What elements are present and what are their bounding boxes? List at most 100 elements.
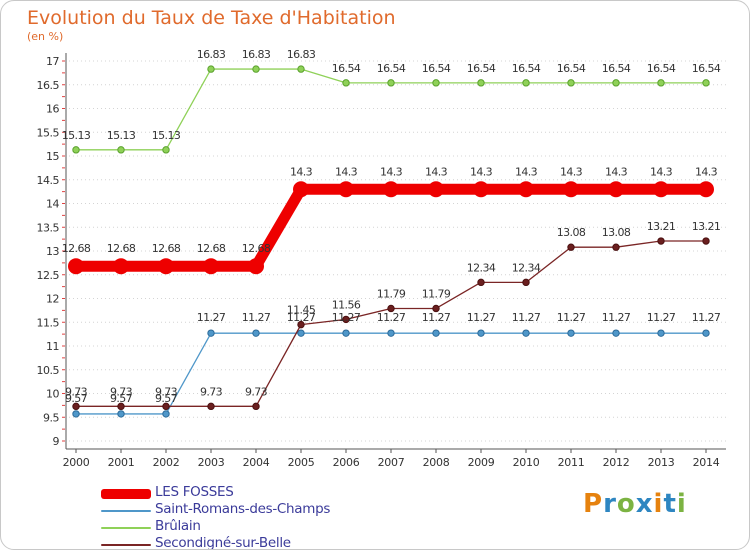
data-label: 11.45: [287, 304, 316, 317]
legend-item: Brûlain: [101, 518, 401, 536]
data-label: 16.54: [557, 62, 586, 75]
legend-label: Saint-Romans-des-Champs: [155, 501, 331, 517]
x-tick-label: 2009: [468, 456, 495, 469]
data-label: 16.83: [242, 48, 271, 61]
data-point: [387, 329, 395, 337]
data-label: 11.27: [467, 311, 496, 324]
y-tick-label: 9: [53, 435, 60, 448]
legend-swatch: [101, 544, 151, 546]
data-label: 16.83: [287, 48, 316, 61]
y-tick-label: 16.5: [37, 79, 60, 92]
data-point: [522, 329, 530, 337]
data-point: [567, 79, 575, 87]
data-label: 12.34: [512, 261, 541, 274]
data-label: 11.56: [332, 298, 361, 311]
data-label: 14.3: [515, 165, 538, 178]
data-point: [117, 402, 125, 411]
x-tick-label: 2007: [378, 456, 405, 469]
data-label: 14.3: [425, 165, 448, 178]
data-point: [72, 402, 80, 411]
data-point: [248, 258, 264, 275]
data-label: 13.08: [602, 226, 631, 239]
data-point: [522, 278, 530, 287]
data-point: [702, 237, 710, 245]
data-label: 11.27: [692, 311, 721, 324]
y-tick-label: 12.5: [37, 269, 60, 282]
x-tick-label: 2008: [423, 456, 450, 469]
data-point: [207, 329, 215, 337]
data-label: 14.3: [605, 165, 628, 178]
data-point: [702, 329, 710, 337]
chart-subtitle: (en %): [27, 30, 64, 43]
data-label: 16.54: [332, 62, 361, 75]
x-tick-label: 2012: [603, 456, 630, 469]
data-label: 14.3: [560, 165, 583, 178]
legend-item: Secondigné-sur-Belle: [101, 535, 401, 550]
data-label: 9.73: [65, 385, 88, 398]
legend-label: LES FOSSES: [155, 484, 234, 500]
data-point: [657, 237, 665, 245]
x-tick-label: 2010: [513, 456, 540, 469]
data-label: 11.27: [602, 311, 631, 324]
data-label: 14.3: [650, 165, 673, 178]
data-point: [612, 79, 620, 87]
y-tick-label: 10.5: [37, 364, 60, 377]
data-point: [563, 181, 579, 198]
data-label: 15.13: [107, 129, 136, 142]
legend-label: Secondigné-sur-Belle: [155, 535, 291, 550]
data-point: [432, 329, 440, 337]
data-label: 16.83: [197, 48, 226, 61]
data-label: 16.54: [692, 62, 721, 75]
data-label: 11.27: [422, 311, 451, 324]
data-point: [698, 181, 714, 198]
data-label: 16.54: [602, 62, 631, 75]
data-label: 14.3: [695, 165, 718, 178]
data-point: [117, 410, 125, 418]
y-tick-label: 9.5: [43, 411, 59, 424]
data-point: [207, 65, 215, 73]
data-point: [473, 181, 489, 198]
legend-item: LES FOSSES: [101, 484, 401, 502]
data-label: 11.27: [332, 311, 361, 324]
data-label: 16.54: [512, 62, 541, 75]
x-tick-label: 2005: [288, 456, 315, 469]
data-point: [162, 146, 170, 154]
y-tick-label: 15: [46, 150, 59, 163]
y-tick-label: 14.5: [37, 174, 60, 187]
data-label: 12.68: [152, 242, 181, 255]
data-label: 13.08: [557, 226, 586, 239]
y-tick-label: 12: [46, 293, 59, 306]
data-label: 12.68: [242, 242, 271, 255]
data-label: 9.73: [200, 385, 223, 398]
data-point: [297, 65, 305, 73]
data-point: [252, 329, 260, 337]
y-tick-label: 14: [46, 198, 59, 211]
chart-title: Evolution du Taux de Taxe d'Habitation: [27, 7, 396, 29]
x-tick-label: 2013: [648, 456, 675, 469]
y-tick-label: 11.5: [37, 316, 60, 329]
legend-swatch: [101, 510, 151, 512]
data-label: 15.13: [62, 129, 91, 142]
data-point: [608, 181, 624, 198]
data-point: [68, 258, 84, 275]
data-point: [428, 181, 444, 198]
data-label: 9.57: [110, 392, 133, 405]
legend: LES FOSSES Saint-Romans-des-Champs Brûlain…: [101, 484, 401, 550]
legend-swatch: [101, 489, 151, 499]
data-point: [477, 329, 485, 337]
data-label: 9.57: [65, 392, 88, 405]
data-point: [612, 329, 620, 337]
data-point: [518, 181, 534, 198]
data-point: [72, 146, 80, 154]
data-point: [657, 329, 665, 337]
data-label: 11.27: [557, 311, 586, 324]
x-tick-label: 2002: [153, 456, 180, 469]
data-point: [297, 320, 305, 329]
data-point: [383, 181, 399, 198]
data-label: 15.13: [152, 129, 181, 142]
data-point: [702, 79, 710, 87]
data-label: 12.68: [197, 242, 226, 255]
data-point: [567, 329, 575, 337]
data-label: 13.21: [692, 220, 721, 233]
data-point: [158, 258, 174, 275]
